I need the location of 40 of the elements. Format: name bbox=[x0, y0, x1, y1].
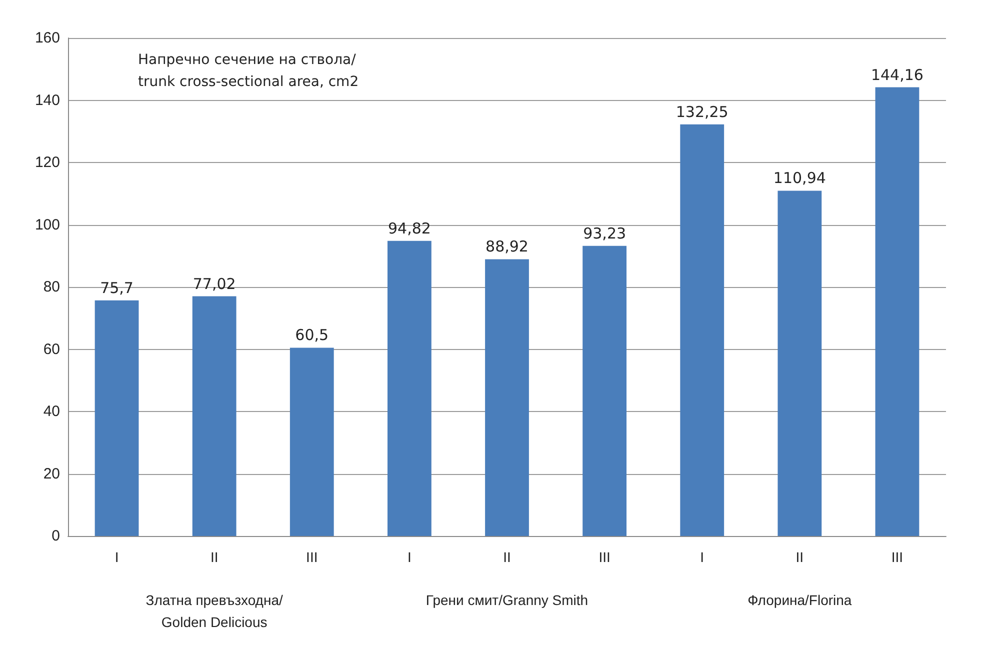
data-label: 88,92 bbox=[486, 238, 528, 256]
data-label: 77,02 bbox=[192, 274, 236, 293]
bar bbox=[582, 246, 627, 536]
x-tick-label: I bbox=[408, 549, 412, 565]
x-tick-label: III bbox=[306, 549, 318, 565]
x-tick-label: II bbox=[503, 549, 511, 565]
y-tick-label: 120 bbox=[34, 154, 60, 171]
bar bbox=[778, 190, 822, 536]
y-tick-label: 20 bbox=[43, 465, 60, 482]
data-label: 94,82 bbox=[388, 219, 431, 238]
bar bbox=[387, 240, 432, 536]
x-tick-label: III bbox=[598, 549, 610, 565]
bar bbox=[485, 259, 529, 536]
bar bbox=[192, 296, 236, 536]
y-tick-label: 100 bbox=[34, 216, 60, 234]
y-tick-label: 60 bbox=[43, 340, 60, 358]
x-tick-label: I bbox=[700, 549, 704, 565]
bar bbox=[680, 124, 724, 536]
x-tick-label: II bbox=[796, 549, 804, 565]
data-label: 75,7 bbox=[100, 278, 134, 297]
data-label: 144,16 bbox=[870, 66, 924, 84]
text: Грени смит/Granny Smith bbox=[426, 592, 588, 608]
x-tick-label: III bbox=[891, 549, 904, 565]
y-tick-label: 80 bbox=[43, 278, 60, 296]
bar bbox=[94, 300, 139, 536]
y-tick-label: 0 bbox=[52, 528, 60, 544]
data-label: 132,25 bbox=[676, 102, 728, 121]
x-tick-label: II bbox=[210, 549, 218, 565]
y-tick-label: 140 bbox=[34, 92, 60, 109]
bar bbox=[290, 348, 334, 536]
x-tick-label: I bbox=[114, 549, 119, 565]
text: Флорина/Florina bbox=[748, 592, 852, 608]
data-label: 60,5 bbox=[295, 326, 329, 344]
data-label: 93,23 bbox=[583, 224, 626, 242]
text: Златна превъзходна/Golden Delicious bbox=[146, 592, 283, 630]
text: Напречно сечение на ствола/ trunk cross-sectional area, cm2 bbox=[138, 52, 360, 90]
bar bbox=[875, 87, 920, 536]
data-label: 110,94 bbox=[773, 169, 826, 188]
y-tick-label: 160 bbox=[34, 30, 60, 46]
y-tick-label: 40 bbox=[43, 403, 60, 420]
